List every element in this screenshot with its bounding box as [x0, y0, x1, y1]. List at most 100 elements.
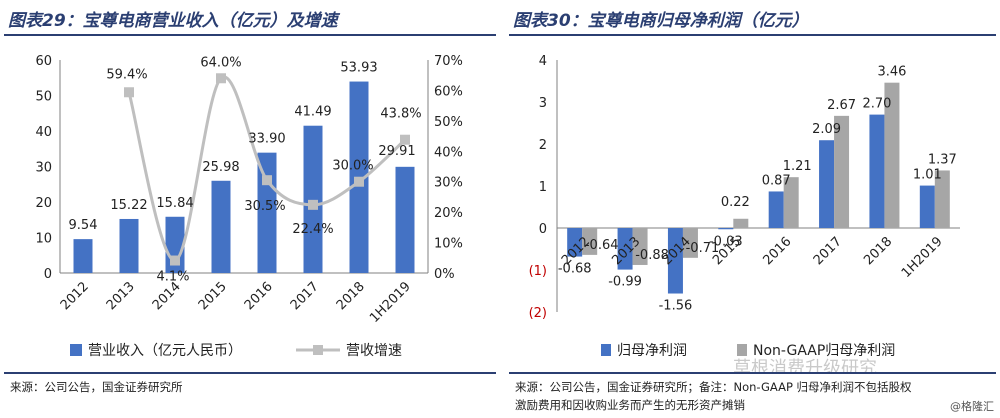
legend-swatch-marker: [313, 345, 323, 355]
credit-label: @格隆汇: [950, 400, 994, 413]
net-profit-bar: [667, 228, 683, 294]
growth-marker: [354, 176, 364, 187]
growth-data-label: 30.0%: [332, 159, 373, 174]
net-profit-data-label: -0.03: [709, 234, 743, 249]
net-profit-data-label: -1.56: [659, 299, 693, 314]
y-tick-label-right: 50%: [434, 115, 463, 130]
growth-data-label: 4.1%: [156, 270, 189, 285]
x-tick-label: 2018: [861, 234, 895, 268]
y-tick-label-left: 40: [35, 125, 52, 140]
net-profit-data-label: 0.87: [762, 173, 791, 188]
growth-marker: [124, 87, 134, 98]
y-tick-label: 3: [539, 96, 547, 111]
growth-data-label: 43.8%: [380, 107, 421, 122]
y-tick-label-left: 60: [35, 54, 52, 69]
non-gaap-data-label: -0.88: [635, 248, 669, 263]
y-tick-label: 1: [539, 180, 547, 195]
net-profit-data-label: -0.68: [558, 262, 592, 277]
y-tick-label-left: 30: [35, 161, 52, 176]
y-tick-label-right: 70%: [434, 54, 463, 69]
revenue-bar: [119, 218, 139, 273]
x-tick-label: 2013: [104, 279, 138, 313]
net-profit-bar: [768, 191, 784, 228]
source-line-1: 来源：公司公告，国金证券研究所；备注：Non-GAAP 归母净利润不包括股权: [515, 380, 912, 394]
growth-marker: [400, 134, 410, 145]
growth-marker: [262, 175, 272, 186]
chart-title: 图表30：宝尊电商归母净利润（亿元）: [513, 11, 809, 31]
revenue-data-label: 33.90: [248, 132, 285, 147]
y-tick-label-right: 0%: [434, 267, 455, 282]
y-tick-label-right: 60%: [434, 84, 463, 99]
y-tick-label: 4: [539, 54, 547, 69]
non-gaap-bar: [582, 228, 598, 255]
y-tick-label-right: 20%: [434, 206, 463, 221]
revenue-data-label: 15.84: [156, 196, 193, 211]
x-tick-label: 2015: [196, 279, 230, 313]
legend-swatch-series1: [601, 344, 611, 356]
non-gaap-bar: [733, 218, 749, 228]
y-tick-label-right: 30%: [434, 176, 463, 191]
y-tick-label-right: 40%: [434, 145, 463, 160]
revenue-bar: [211, 180, 231, 273]
source-line-2: 激励费用和因收购业务而产生的无形资产摊销: [515, 398, 745, 412]
non-gaap-bar: [934, 170, 950, 228]
net-profit-data-label: -0.99: [608, 275, 642, 290]
revenue-data-label: 25.98: [202, 160, 239, 175]
y-tick-label: 2: [539, 138, 547, 153]
y-tick-label-left: 10: [35, 232, 52, 247]
non-gaap-bar: [834, 115, 850, 228]
legend-swatch-series2: [737, 344, 747, 356]
footer-rule: [509, 372, 996, 374]
net-profit-bar: [718, 228, 734, 230]
legend-label-series2: Non-GAAP归母净利润: [753, 342, 895, 359]
x-tick-label: 2017: [811, 234, 845, 268]
non-gaap-data-label: 3.46: [877, 65, 906, 80]
revenue-data-label: 15.22: [110, 198, 147, 213]
y-tick-label: (2): [529, 306, 547, 321]
growth-marker: [308, 199, 318, 210]
y-tick-label: 0: [539, 222, 547, 237]
x-tick-label: 2012: [58, 279, 92, 313]
revenue-chart-panel: 图表29：宝尊电商营业收入（亿元）及增速 0 10 20 30 40 50 60 0% 10% 2…: [4, 11, 496, 394]
x-tick-label: 2017: [288, 279, 322, 313]
revenue-data-label: 29.91: [378, 144, 415, 159]
revenue-data-label: 9.54: [69, 218, 98, 233]
title-rule: [509, 34, 996, 36]
growth-marker: [216, 73, 226, 84]
net-profit-data-label: 2.70: [862, 97, 891, 112]
revenue-bar: [303, 125, 323, 273]
non-gaap-bar: [783, 177, 799, 228]
growth-marker: [170, 255, 180, 266]
non-gaap-data-label: 1.21: [783, 159, 812, 174]
non-gaap-data-label: -0.64: [585, 238, 619, 253]
revenue-data-label: 41.49: [294, 105, 331, 120]
revenue-data-label: 53.93: [340, 61, 377, 76]
net-profit-chart-panel: 图表30：宝尊电商归母净利润（亿元） (2) (1) 0 1 2 3 4 -0.68 -0.99…: [505, 0, 1000, 418]
legend-label-series1: 归母净利润: [617, 342, 687, 359]
non-gaap-bar: [884, 82, 900, 229]
y-tick-label-left: 20: [35, 196, 52, 211]
net-profit-bar: [617, 228, 633, 270]
non-gaap-bar: [682, 228, 698, 258]
net-profit-data-label: 1.01: [913, 168, 942, 183]
x-tick-label: 2018: [334, 279, 368, 313]
growth-data-label: 22.4%: [292, 222, 333, 237]
chart-title: 图表29：宝尊电商营业收入（亿元）及增速: [8, 11, 338, 31]
source-note: 来源：公司公告，国金证券研究所: [10, 380, 183, 394]
revenue-bar: [395, 166, 415, 273]
watermark-text: 草根消费升级研究: [733, 358, 877, 372]
y-tick-label-right: 10%: [434, 237, 463, 252]
revenue-bar: [73, 239, 93, 273]
y-tick-label: (1): [529, 264, 547, 279]
non-gaap-data-label: 1.37: [928, 152, 957, 167]
growth-line: [127, 75, 407, 263]
legend-label-bar: 营业收入（亿元人民币）: [88, 343, 242, 359]
net-profit-bar: [819, 140, 835, 228]
x-tick-label: 1H2019: [899, 234, 946, 281]
net-profit-chart-svg: (2) (1) 0 1 2 3 4 -0.68 -0.99 -1.56 -0.03 0.87 2.09 2…: [529, 54, 960, 372]
title-rule: [4, 34, 496, 36]
net-profit-bar: [567, 228, 583, 257]
net-profit-bar: [869, 114, 885, 228]
y-tick-label-left: 0: [44, 267, 52, 282]
non-gaap-data-label: 0.22: [721, 195, 750, 210]
